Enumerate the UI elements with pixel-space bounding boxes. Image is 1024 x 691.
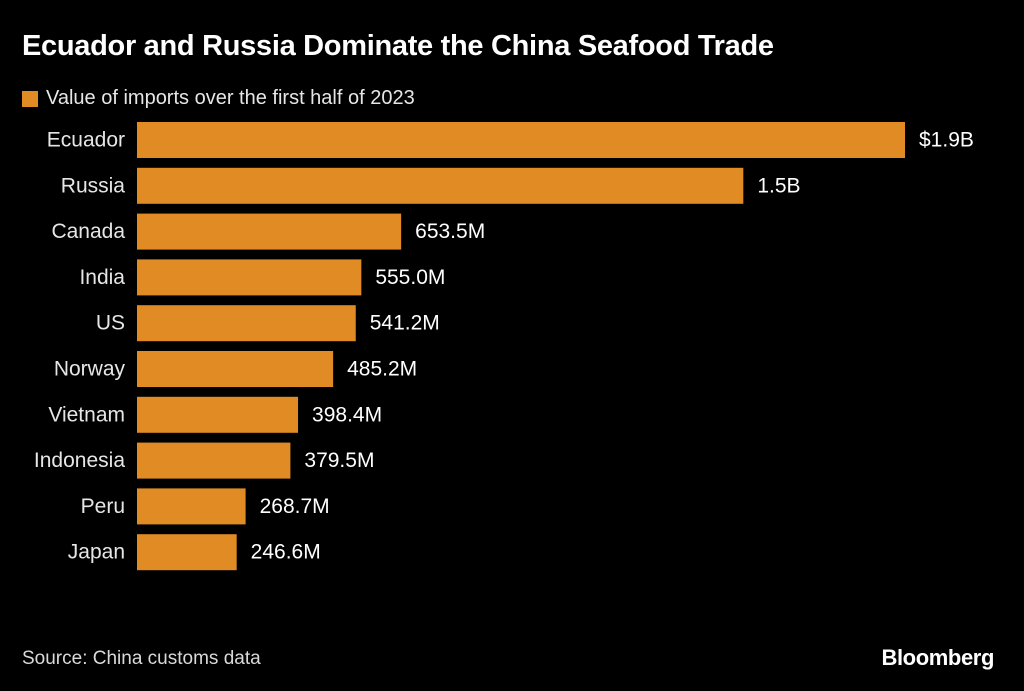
bar bbox=[137, 351, 334, 387]
legend: Value of imports over the first half of … bbox=[22, 87, 415, 110]
category-label: Japan bbox=[68, 541, 125, 564]
value-label: 1.5B bbox=[757, 174, 800, 197]
value-label: 268.7M bbox=[260, 495, 330, 518]
bar bbox=[137, 213, 402, 250]
category-label: Russia bbox=[61, 174, 126, 197]
category-label: India bbox=[79, 266, 125, 289]
value-label: 398.4M bbox=[312, 403, 382, 426]
value-label: 653.5M bbox=[415, 220, 485, 243]
value-label: 555.0M bbox=[375, 266, 445, 289]
legend-swatch bbox=[22, 90, 38, 107]
chart-title: Ecuador and Russia Dominate the China Se… bbox=[22, 30, 774, 62]
bar bbox=[137, 305, 356, 342]
category-label: Indonesia bbox=[34, 449, 125, 472]
source-note: Source: China customs data bbox=[22, 648, 261, 669]
value-label: 485.2M bbox=[347, 358, 417, 381]
bar bbox=[137, 259, 362, 296]
bar bbox=[137, 167, 744, 204]
category-label: Ecuador bbox=[47, 129, 125, 152]
value-label: $1.9B bbox=[919, 129, 974, 152]
value-label: 541.2M bbox=[370, 312, 440, 335]
category-label: Vietnam bbox=[48, 403, 125, 426]
bar bbox=[137, 122, 905, 158]
bar bbox=[137, 534, 237, 571]
value-label: 379.5M bbox=[304, 449, 374, 472]
bar bbox=[137, 396, 299, 433]
bloomberg-logo: Bloomberg bbox=[881, 645, 994, 670]
category-label: Norway bbox=[54, 358, 126, 381]
category-label: Canada bbox=[51, 220, 125, 243]
value-label: 246.6M bbox=[251, 541, 321, 564]
bar bbox=[137, 488, 246, 525]
category-label: US bbox=[96, 312, 125, 335]
category-label: Peru bbox=[81, 495, 125, 518]
bar bbox=[137, 442, 291, 479]
legend-label: Value of imports over the first half of … bbox=[46, 87, 415, 109]
